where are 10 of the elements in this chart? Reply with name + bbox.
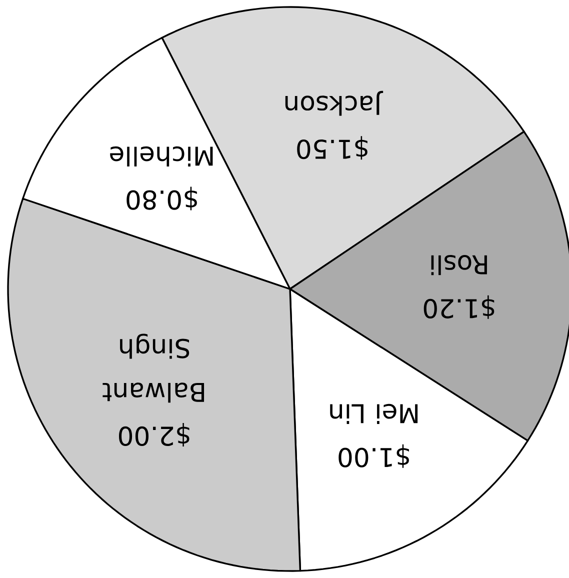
- slice-label: Jackson: [285, 90, 384, 116]
- slice-label: Balwant Singh: [102, 334, 204, 403]
- data-label: $1.00: [338, 444, 409, 468]
- slice-label: Michelle: [110, 146, 213, 166]
- data-label: $1.50: [297, 136, 368, 160]
- slice-label: Rosli: [431, 255, 487, 276]
- slice-label: Mei Lin: [330, 404, 418, 424]
- data-label: $2.00: [118, 422, 190, 446]
- data-label: $1.20: [424, 295, 494, 319]
- data-label: $0.80: [126, 186, 197, 210]
